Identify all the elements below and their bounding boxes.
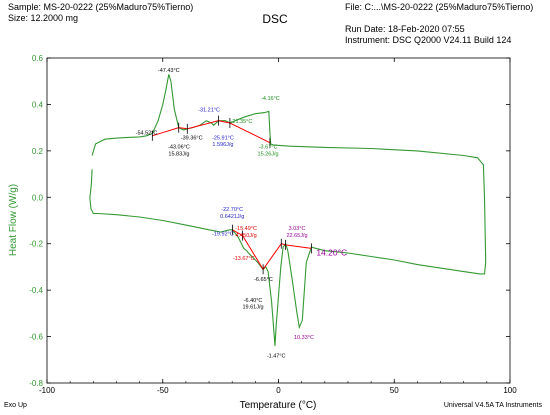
size-label: Size: 12.2000 mg — [8, 13, 79, 23]
software-label: Universal V4.5A TA Instruments — [443, 402, 542, 409]
annotation-label: 4.450J/g — [236, 233, 257, 239]
x-tick-label: -50 — [157, 386, 169, 395]
heat-flow-trace — [89, 74, 487, 346]
annotation-label: -13.67°C — [233, 256, 255, 262]
annotation-label: -21.35°C — [231, 119, 253, 125]
annotation-label: -31.21°C — [198, 107, 220, 113]
annotation-label: 22.65J/g — [286, 233, 307, 239]
exo-up-label: Exo Up — [4, 402, 27, 409]
y-tick-label: -0.2 — [29, 240, 43, 249]
x-tick-label: 50 — [390, 386, 399, 395]
y-axis-label: Heat Flow (W/g) — [8, 184, 19, 256]
plot-frame — [46, 57, 511, 384]
annotation-label: -6.40°C — [244, 298, 263, 304]
x-axis-label: Temperature (°C) — [240, 400, 317, 411]
axis-tick-labels: -0.8 -0.6 -0.4 -0.2 0.0 0.2 0.4 0.6 -100 -50 0 50 10… — [29, 54, 517, 395]
annotation-label: 14.20°C — [316, 247, 347, 257]
y-tick-label: 0.2 — [32, 147, 44, 156]
annotation-label: 15.83J/g — [168, 152, 189, 158]
y-tick-label: -0.8 — [29, 379, 43, 388]
axis-ticks — [46, 57, 511, 384]
x-tick-label: 100 — [503, 386, 517, 395]
instrument-label: Instrument: DSC Q2000 V24.11 Build 124 — [345, 35, 512, 45]
annotation-label: -19.92°C — [212, 232, 234, 238]
annotation-label: 19.61J/g — [242, 305, 263, 311]
annotation-label: -47.43°C — [158, 68, 180, 74]
x-tick-label: -100 — [39, 386, 56, 395]
file-label: File: C:...\MS-20-0222 (25%Maduro75%Tier… — [345, 2, 534, 12]
annotation-label: -6.65°C — [254, 277, 273, 283]
construction-line — [232, 229, 312, 271]
annotation-label: -1.47°C — [267, 353, 286, 359]
annotation-label: -54.52°C — [136, 131, 158, 137]
annotation-label: 10.33°C — [294, 335, 314, 341]
x-tick-label: 0 — [276, 386, 281, 395]
annotation-label: -3.67°C — [259, 145, 278, 151]
annotation-label: -25.91°C — [212, 135, 234, 141]
peak-annotations: -47.43°C -54.52°C -43.06°C15.83J/g -39.36°C… — [136, 68, 347, 360]
annotation-label: 3.03°C — [289, 226, 306, 232]
y-tick-label: 0.4 — [32, 100, 44, 109]
annotation-label: -15.49°C — [235, 226, 257, 232]
run-date-label: Run Date: 18-Feb-2020 07:55 — [345, 24, 465, 34]
analysis-construction-lines — [151, 115, 312, 275]
y-tick-label: -0.6 — [29, 333, 43, 342]
y-tick-label: 0.6 — [32, 54, 44, 63]
annotation-label: -4.16°C — [261, 96, 280, 102]
annotation-label: -39.36°C — [181, 135, 203, 141]
sample-label: Sample: MS-20-0222 (25%Maduro75%Tierno) — [8, 2, 194, 12]
y-tick-label: -0.4 — [29, 286, 43, 295]
construction-line — [152, 120, 271, 144]
annotation-label: 1.596J/g — [212, 142, 233, 148]
annotation-label: -43.06°C — [168, 145, 190, 151]
annotation-label: -22.70°C — [221, 207, 243, 213]
y-tick-label: 0.0 — [32, 193, 44, 202]
annotation-label: 15.26J/g — [258, 152, 279, 158]
chart-title: DSC — [262, 12, 288, 26]
annotation-label: 0.6421J/g — [220, 214, 244, 220]
